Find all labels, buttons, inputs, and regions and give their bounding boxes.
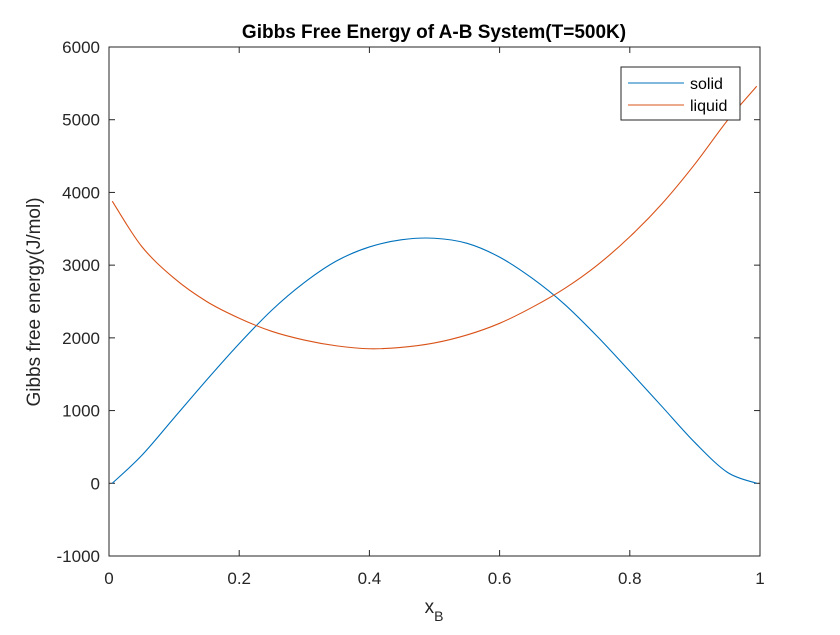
x-axis-label: xB xyxy=(425,597,444,624)
series-line-solid xyxy=(111,237,757,484)
y-tick-label: 4000 xyxy=(62,183,100,202)
series-layer xyxy=(111,85,758,484)
axis-ticks: 0 0.2 0.4 0.6 0.8 1-1000010002000300040005000… xyxy=(57,38,765,588)
x-tick-label: 0.6 xyxy=(488,569,512,588)
legend-box xyxy=(620,66,741,121)
legend-label-solid: solid xyxy=(690,76,723,93)
legend-items: solid liquid xyxy=(628,76,727,115)
x-tick-label: 0.4 xyxy=(358,569,382,588)
y-tick-label: 0 xyxy=(91,474,100,493)
plot-area xyxy=(108,46,761,557)
y-tick-label: 2000 xyxy=(62,329,100,348)
x-tick-label: 0 xyxy=(104,569,113,588)
y-tick-label: 5000 xyxy=(62,111,100,130)
x-tick-label: 0.2 xyxy=(227,569,251,588)
y-axis-label: Gibbs free energy(J/mol) xyxy=(24,197,45,406)
series-line-liquid xyxy=(111,85,758,350)
chart-title: Gibbs Free Energy of A-B System(T=500K) xyxy=(242,22,626,43)
y-tick-label: 6000 xyxy=(62,38,100,57)
y-tick-label: 3000 xyxy=(62,256,100,275)
legend: solid liquid xyxy=(620,66,741,121)
legend-label-liquid: liquid xyxy=(690,98,727,115)
x-tick-label: 0.8 xyxy=(618,569,642,588)
x-tick-label: 1 xyxy=(755,569,764,588)
y-tick-label: 1000 xyxy=(62,402,100,421)
x-axis-label-subscript: B xyxy=(434,608,443,624)
y-tick-label: -1000 xyxy=(57,547,100,566)
x-axis-label-main: x xyxy=(425,597,435,618)
